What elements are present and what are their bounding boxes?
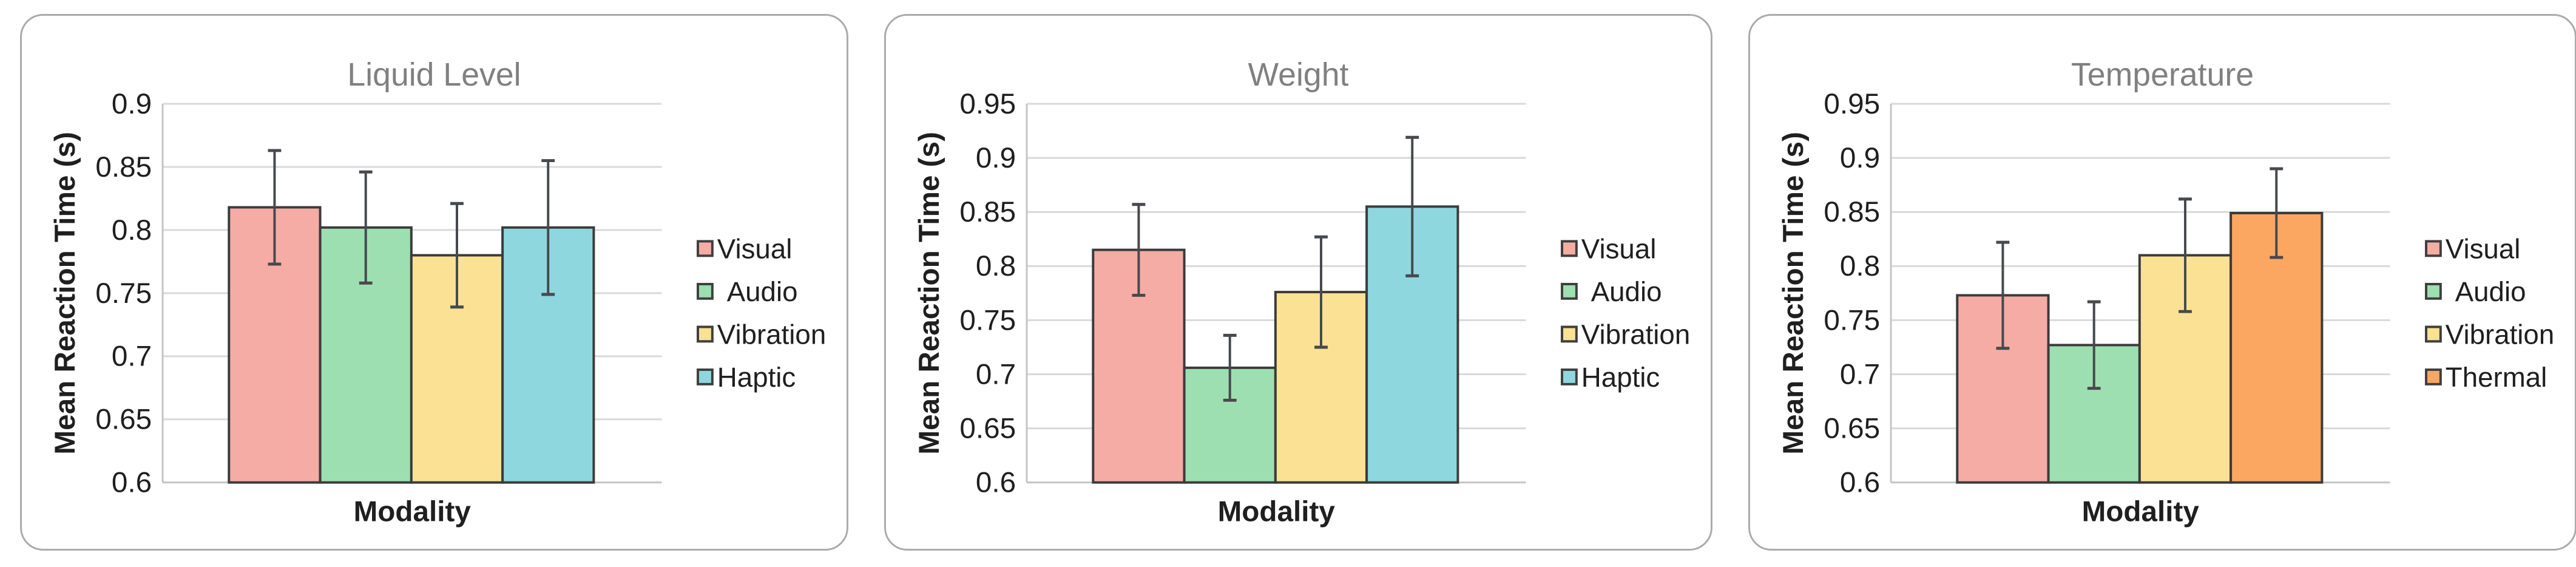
legend-label-audio: Audio (2455, 276, 2526, 307)
legend-item-vibration: Vibration (2425, 319, 2554, 350)
chart-title: Liquid Level (347, 56, 521, 93)
bar-haptic (501, 226, 595, 484)
legend-item-audio: Audio (697, 276, 798, 307)
y-tick-label: 0.8 (976, 250, 1016, 282)
bars (228, 206, 595, 484)
legend-item-audio: Audio (2425, 276, 2526, 307)
error-bar-vibration (2179, 197, 2192, 313)
y-axis-title: Mean Reaction Time (s) (1777, 132, 1810, 454)
legend-item-visual: Visual (2425, 233, 2521, 264)
y-tick-label: 0.65 (1824, 413, 1880, 445)
legend-label-audio: Audio (727, 276, 798, 307)
x-axis-title: Modality (354, 495, 472, 528)
legend-swatch-haptic (697, 368, 714, 385)
legend-label-thermal: Thermal (2446, 362, 2547, 393)
y-axis-title: Mean Reaction Time (s) (913, 132, 945, 454)
legend: Visual Audio Vibration Haptic (1561, 233, 1690, 393)
y-tick-label: 0.75 (95, 277, 152, 310)
legend-label-vibration: Vibration (1581, 319, 1690, 350)
y-tick-label: 0.8 (1840, 250, 1880, 282)
legend-swatch-haptic (1561, 368, 1578, 385)
legend-label-vibration: Vibration (717, 319, 826, 350)
chart-panel-temperature: Temperature 0.95 0.9 0.85 0.8 0.75 0.7 0.65 0.6 M… (1748, 14, 2576, 551)
error-bar-haptic (541, 159, 555, 296)
legend-swatch-vibration (2425, 325, 2442, 343)
legend-label-vibration: Vibration (2446, 319, 2554, 350)
legend-label-haptic: Haptic (717, 362, 796, 393)
legend-item-thermal: Thermal (2425, 362, 2547, 393)
y-tick-label: 0.85 (959, 196, 1016, 228)
legend-label-visual: Visual (717, 233, 793, 264)
y-axis-title: Mean Reaction Time (s) (49, 132, 81, 454)
y-tick-label: 0.7 (1840, 358, 1880, 390)
error-bars (268, 149, 555, 309)
x-axis-title: Modality (1218, 495, 1336, 528)
error-bar-visual (1996, 240, 2010, 350)
legend-label-visual: Visual (2446, 233, 2521, 264)
y-tick-label: 0.95 (1824, 88, 1880, 120)
legend-swatch-vibration (697, 325, 714, 343)
y-tick-label: 0.85 (95, 151, 152, 183)
error-bars (1132, 135, 1419, 402)
legend-swatch-audio (1561, 282, 1578, 300)
legend-swatch-visual (1561, 240, 1578, 257)
legend-label-visual: Visual (1581, 233, 1657, 264)
chart-svg-weight: Weight 0.95 0.9 0.85 0.8 0.75 0.7 0.65 0.6 Mean R… (913, 56, 1690, 528)
legend-item-vibration: Vibration (1561, 319, 1690, 350)
chart-panel-liquid-level: Liquid Level 0.9 0.85 0.8 0.75 0.7 0.65 0.6 Mean… (20, 14, 848, 551)
y-tick-label: 0.6 (976, 467, 1016, 499)
legend-swatch-audio (697, 282, 714, 300)
legend-item-haptic: Haptic (1561, 362, 1660, 393)
legend-label-audio: Audio (1591, 276, 1662, 307)
legend-label-haptic: Haptic (1581, 362, 1660, 393)
y-tick-label: 0.9 (112, 88, 152, 120)
x-axis-title: Modality (2082, 495, 2200, 528)
y-tick-label: 0.75 (959, 304, 1016, 336)
y-tick-label: 0.7 (112, 341, 152, 373)
error-bar-audio (2087, 300, 2101, 390)
legend-swatch-visual (697, 240, 714, 257)
chart-svg-liquid-level: Liquid Level 0.9 0.85 0.8 0.75 0.7 0.65 0.6 Mean… (49, 56, 826, 528)
legend: Visual Audio Vibration Thermal (2425, 233, 2554, 393)
y-tick-label: 0.8 (112, 214, 152, 246)
error-bar-audio (1223, 333, 1237, 402)
y-tick-label: 0.6 (112, 467, 152, 499)
bars (1092, 205, 1459, 484)
error-bar-vibration (1314, 235, 1328, 349)
bars (1956, 212, 2324, 484)
legend-swatch-thermal (2425, 368, 2442, 385)
y-tick-label: 0.65 (959, 413, 1016, 445)
legend-item-visual: Visual (1561, 233, 1657, 264)
legend-item-vibration: Vibration (697, 319, 826, 350)
error-bar-visual (268, 149, 282, 266)
error-bar-vibration (450, 202, 464, 309)
legend-swatch-visual (2425, 240, 2442, 257)
legend-item-haptic: Haptic (697, 362, 796, 393)
legend-swatch-audio (2425, 282, 2442, 300)
y-tick-label: 0.9 (976, 142, 1016, 174)
legend: Visual Audio Vibration Haptic (697, 233, 826, 393)
chart-svg-temperature: Temperature 0.95 0.9 0.85 0.8 0.75 0.7 0.65 0.6 M… (1777, 56, 2554, 528)
y-tick-label: 0.95 (959, 88, 1016, 120)
error-bar-visual (1132, 203, 1146, 297)
error-bar-thermal (2270, 167, 2284, 259)
y-tick-label: 0.65 (95, 404, 152, 436)
y-tick-label: 0.85 (1824, 196, 1880, 228)
y-tick-label: 0.7 (976, 358, 1016, 390)
legend-item-audio: Audio (1561, 276, 1662, 307)
error-bar-audio (359, 170, 373, 285)
chart-panel-weight: Weight 0.95 0.9 0.85 0.8 0.75 0.7 0.65 0.6 Mean R… (884, 14, 1712, 551)
y-tick-label: 0.75 (1824, 304, 1880, 336)
chart-title: Weight (1248, 56, 1349, 93)
legend-item-visual: Visual (697, 233, 793, 264)
error-bars (1996, 167, 2284, 390)
legend-swatch-vibration (1561, 325, 1578, 343)
y-tick-label: 0.6 (1840, 467, 1880, 499)
chart-title: Temperature (2071, 56, 2254, 93)
y-tick-label: 0.9 (1840, 142, 1880, 174)
error-bar-haptic (1405, 135, 1419, 277)
